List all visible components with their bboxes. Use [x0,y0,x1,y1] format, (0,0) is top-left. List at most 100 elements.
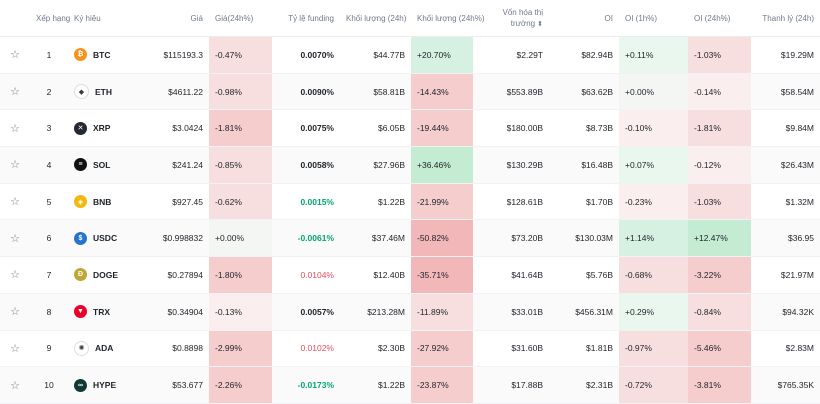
header-market-cap[interactable]: Vốn hóa thị trường ⬍ [473,0,549,37]
funding-cell: -0.0173% [272,366,340,404]
header-oi-1h[interactable]: OI (1h%) [619,0,688,37]
symbol-cell[interactable]: ₿ BTC [68,36,144,74]
liquidation-cell: $9.84M [751,109,820,148]
market-cap-cell: $2.29T [473,36,549,74]
rank-cell: 7 [30,256,68,294]
header-volume-pct[interactable]: Khối lượng (24h%) [411,0,485,37]
funding-cell: 0.0058% [272,146,340,184]
funding-cell: -0.0061% [272,219,340,258]
liquidation-cell: $26.43M [751,146,820,184]
volume-pct-cell: +36.46% [411,146,473,184]
symbol-wrap: ≡ SOL [74,158,138,172]
price-cell: $4611.22 [144,73,209,111]
price-cell: $0.8898 [144,330,209,368]
symbol-wrap: ₿ BTC [74,48,138,62]
symbol-cell[interactable]: ∞ HYPE [68,366,144,404]
market-cap-cell: $17.88B [473,366,549,404]
rank-cell: 2 [30,73,68,111]
oi-24h-cell: -1.03% [688,36,751,74]
ethereum-icon: ◆ [74,84,89,100]
symbol-cell[interactable]: ◈ BNB [68,183,144,221]
volume-cell: $213.28M [340,293,411,331]
market-cap-cell: $41.64B [473,256,549,294]
oi-cell: $5.76B [549,256,619,294]
oi-cell: $1.70B [549,183,619,221]
header-rank[interactable]: Xếp hạng [30,0,70,37]
price-cell: $241.24 [144,146,209,184]
volume-pct-cell: -35.71% [411,256,473,294]
header-price-24h[interactable]: Giá(24h%) [209,0,272,37]
volume-pct-cell: -50.82% [411,219,473,258]
table-header-row: Xếp hạng Ký hiệu Giá Giá(24h%) Tỷ lệ fun… [0,0,820,37]
table-row[interactable]: ☆ 4 ≡ SOL $241.24 -0.85% 0.0058% $27.96B… [0,146,820,184]
table-row[interactable]: ☆ 6 $ USDC $0.998832 +0.00% -0.0061% $37… [0,219,820,258]
header-funding[interactable]: Tỷ lệ funding [272,0,340,37]
table-row[interactable]: ☆ 8 ▼ TRX $0.34904 -0.13% 0.0057% $213.2… [0,293,820,331]
star-icon[interactable]: ☆ [10,49,20,62]
oi-1h-cell: -0.72% [619,366,688,404]
rank-cell: 6 [30,219,68,258]
favorite-cell: ☆ [0,293,30,331]
oi-cell: $456.31M [549,293,619,331]
volume-cell: $2.30B [340,330,411,368]
price-24h-cell: -0.85% [209,146,272,184]
favorite-cell: ☆ [0,256,30,294]
price-cell: $53.677 [144,366,209,404]
table-row[interactable]: ☆ 1 ₿ BTC $115193.3 -0.47% 0.0070% $44.7… [0,36,820,74]
rank-cell: 5 [30,183,68,221]
funding-cell: 0.0057% [272,293,340,331]
star-icon[interactable]: ☆ [10,86,20,99]
table-row[interactable]: ☆ 7 Ð DOGE $0.27894 -1.80% 0.0104% $12.4… [0,256,820,294]
symbol-wrap: ✕ XRP [74,121,138,135]
price-24h-cell: -1.81% [209,109,272,148]
oi-cell: $16.48B [549,146,619,184]
oi-24h-cell: -3.22% [688,256,751,294]
sort-icon[interactable]: ⬍ [537,20,543,28]
star-icon[interactable]: ☆ [10,232,20,245]
symbol-cell[interactable]: ◆ ETH [68,73,144,111]
star-icon[interactable]: ☆ [10,379,20,392]
symbol-cell[interactable]: $ USDC [68,219,144,258]
favorite-cell: ☆ [0,219,30,258]
table-row[interactable]: ☆ 9 ✺ ADA $0.8898 -2.99% 0.0102% $2.30B … [0,330,820,368]
price-24h-cell: -2.99% [209,330,272,368]
oi-cell: $82.94B [549,36,619,74]
table-row[interactable]: ☆ 10 ∞ HYPE $53.677 -2.26% -0.0173% $1.2… [0,366,820,404]
oi-cell: $2.31B [549,366,619,404]
star-icon[interactable]: ☆ [10,196,20,209]
table-body: ☆ 1 ₿ BTC $115193.3 -0.47% 0.0070% $44.7… [0,36,820,404]
symbol-cell[interactable]: ✕ XRP [68,109,144,148]
rank-cell: 9 [30,330,68,368]
liquidation-cell: $2.83M [751,330,820,368]
star-icon[interactable]: ☆ [10,122,20,135]
star-icon[interactable]: ☆ [10,269,20,282]
header-price[interactable]: Giá [144,0,209,37]
symbol-cell[interactable]: ✺ ADA [68,330,144,368]
rank-cell: 1 [30,36,68,74]
oi-1h-cell: -0.10% [619,109,688,148]
table-row[interactable]: ☆ 2 ◆ ETH $4611.22 -0.98% 0.0090% $58.81… [0,73,820,111]
table-row[interactable]: ☆ 3 ✕ XRP $3.0424 -1.81% 0.0075% $6.05B … [0,109,820,148]
table-row[interactable]: ☆ 5 ◈ BNB $927.45 -0.62% 0.0015% $1.22B … [0,183,820,221]
price-24h-cell: +0.00% [209,219,272,258]
header-oi[interactable]: OI [549,0,619,37]
star-icon[interactable]: ☆ [10,159,20,172]
header-volume[interactable]: Khối lượng (24h) [340,0,411,37]
header-symbol[interactable]: Ký hiệu [68,0,144,37]
liquidation-cell: $765.35K [751,366,820,404]
symbol-cell[interactable]: ▼ TRX [68,293,144,331]
header-oi-24h[interactable]: OI (24h%) [688,0,751,37]
favorite-cell: ☆ [0,109,30,148]
symbol-cell[interactable]: ≡ SOL [68,146,144,184]
volume-pct-cell: -23.87% [411,366,473,404]
favorite-cell: ☆ [0,73,30,111]
market-cap-cell: $73.20B [473,219,549,258]
symbol-cell[interactable]: Ð DOGE [68,256,144,294]
funding-cell: 0.0090% [272,73,340,111]
price-24h-cell: -0.98% [209,73,272,111]
volume-cell: $6.05B [340,109,411,148]
star-icon[interactable]: ☆ [10,342,20,355]
header-liquidation[interactable]: Thanh lý (24h) [751,0,820,37]
star-icon[interactable]: ☆ [10,306,20,319]
